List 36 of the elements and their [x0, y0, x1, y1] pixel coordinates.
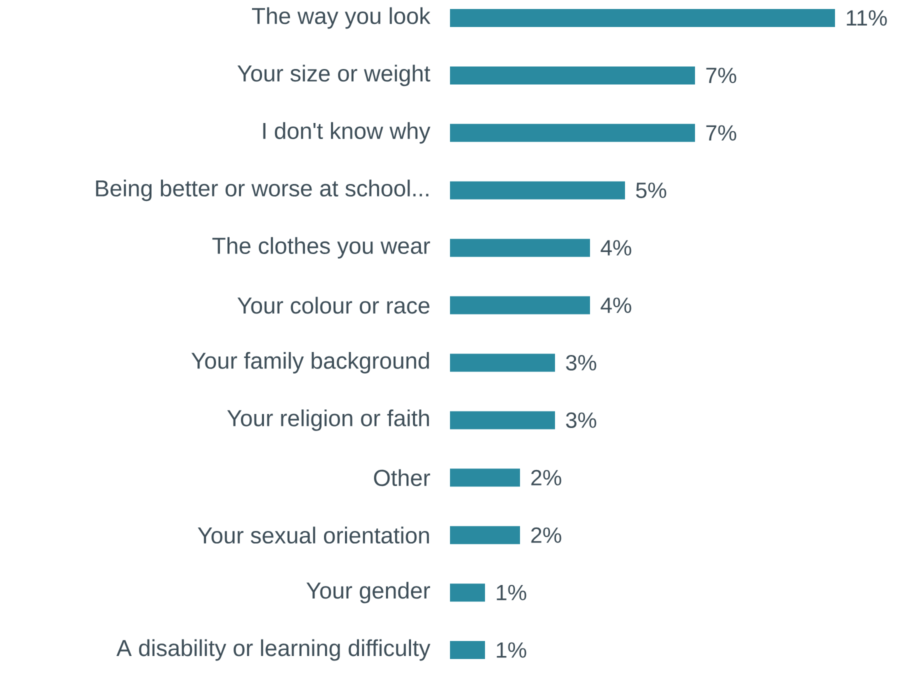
bar	[450, 8, 836, 27]
y-tick-label: Your size or weight	[237, 64, 430, 86]
bar	[450, 238, 590, 257]
bar	[450, 124, 696, 142]
data-label: 2%	[531, 470, 562, 486]
data-label: 1%	[496, 642, 526, 658]
y-tick-label: I don't know why	[263, 122, 430, 144]
bar	[450, 181, 626, 200]
bar	[450, 641, 485, 660]
bar	[450, 526, 520, 544]
y-tick-label: Your sexual orientation	[198, 526, 429, 544]
bar	[450, 468, 520, 487]
data-label: 11%	[846, 10, 887, 26]
y-tick-label: Your colour or race	[237, 296, 430, 314]
data-label: 3%	[566, 412, 596, 428]
data-label: 1%	[496, 584, 526, 600]
bar	[450, 296, 590, 314]
y-tick-label: The clothes you wear	[212, 237, 430, 259]
data-label: 4%	[600, 298, 632, 313]
data-label: 4%	[600, 240, 632, 256]
bar	[450, 66, 696, 84]
y-tick-label: Your gender	[306, 582, 430, 604]
data-label: 3%	[566, 354, 596, 371]
y-tick-label: Other	[374, 469, 430, 486]
bar	[450, 354, 556, 372]
y-tick-label: The way you look	[252, 7, 430, 29]
y-tick-label: Your religion or faith	[227, 409, 429, 431]
y-tick-label: Being better or worse at school...	[96, 180, 428, 202]
data-label: 7%	[706, 125, 736, 141]
data-label: 2%	[531, 527, 562, 543]
data-label: 7%	[706, 68, 736, 84]
bar	[450, 411, 556, 430]
data-label: 5%	[636, 182, 666, 198]
y-tick-label: A disability or learning difficulty	[116, 639, 430, 661]
y-tick-label: Your family background	[191, 352, 429, 374]
bar	[450, 584, 485, 602]
